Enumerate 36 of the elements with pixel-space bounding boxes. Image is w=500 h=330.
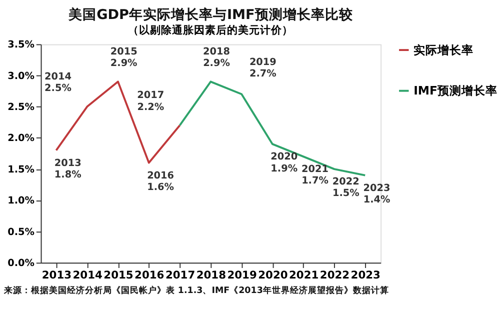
x-tick-label: 2016 bbox=[134, 268, 164, 282]
line-series bbox=[178, 80, 366, 176]
source-note: 来源：根据美国经济分析局《国民帐户》表 1.1.3、IMF《2013年世界经济展望报告》数据计算 bbox=[2, 284, 389, 296]
legend-label: IMF预测增长率 bbox=[414, 84, 498, 98]
data-label: 2018 2.9% bbox=[203, 46, 230, 70]
y-tick-label: 2.5% bbox=[8, 102, 35, 114]
data-label: 2017 2.2% bbox=[137, 90, 164, 113]
chart-subtitle: （以剔除通胀因素后的美元计价） bbox=[128, 24, 294, 37]
y-tick-label: 3.5% bbox=[8, 40, 35, 51]
data-label: 2022 1.5% bbox=[332, 176, 360, 200]
chart-title: 美国GDP年实际增长率与IMF预测增长率比较 bbox=[68, 6, 354, 23]
y-tick-label: 2.0% bbox=[8, 133, 35, 144]
legend-label: 实际增长率 bbox=[414, 42, 474, 57]
x-tick-label: 2014 bbox=[72, 268, 102, 282]
y-tick-label: 1.5% bbox=[8, 164, 35, 176]
y-tick-label: 0.0% bbox=[8, 258, 35, 270]
x-tick-label: 2020 bbox=[258, 268, 288, 282]
x-tick-label: 2023 bbox=[350, 268, 380, 282]
x-tick-label: 2019 bbox=[227, 268, 257, 282]
y-tick-label: 1.0% bbox=[8, 196, 35, 207]
y-tick-label: 3.0% bbox=[8, 70, 35, 82]
data-label: 2014 2.5% bbox=[44, 71, 72, 94]
x-tick-label: 2022 bbox=[320, 268, 350, 282]
x-tick-label: 2015 bbox=[104, 268, 134, 282]
data-label: 2015 2.9% bbox=[110, 46, 138, 70]
data-label: 2013 1.8% bbox=[54, 158, 82, 181]
x-tick-label: 2017 bbox=[165, 268, 196, 282]
data-label: 2020 1.9% bbox=[270, 152, 298, 174]
data-label: 2023 1.4% bbox=[363, 182, 391, 206]
data-label: 2021 1.7% bbox=[302, 164, 329, 187]
x-tick-label: 2013 bbox=[42, 268, 72, 282]
data-label: 2019 2.7% bbox=[249, 57, 277, 80]
x-tick-label: 2021 bbox=[289, 268, 319, 282]
x-tick-label: 2018 bbox=[196, 268, 226, 282]
data-label: 2016 1.6% bbox=[147, 170, 174, 193]
y-tick-label: 0.5% bbox=[8, 226, 35, 238]
